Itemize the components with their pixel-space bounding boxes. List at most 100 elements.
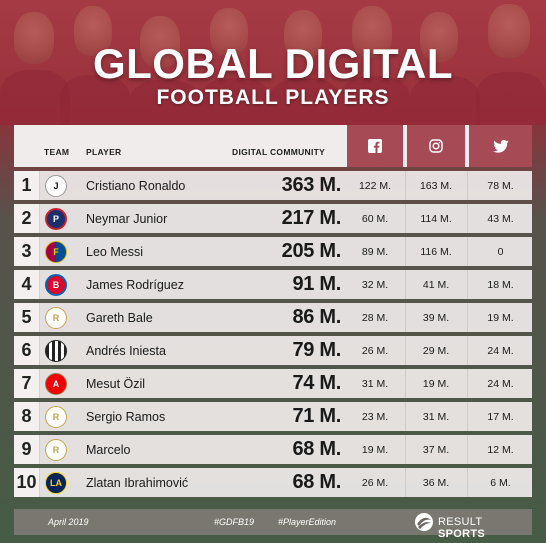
rank-number: 7 bbox=[14, 369, 40, 398]
facebook-followers: 60 M. bbox=[361, 212, 389, 225]
brand-name-bold: SPORTS bbox=[438, 528, 486, 540]
instagram-followers: 41 M. bbox=[422, 278, 450, 291]
column-divider bbox=[467, 171, 468, 200]
rank-number: 6 bbox=[14, 336, 40, 365]
footer-bar: April 2019 #GDFB19 #PlayerEdition RESULT… bbox=[14, 509, 532, 540]
player-name: Sergio Ramos bbox=[86, 410, 166, 424]
column-divider bbox=[405, 303, 406, 332]
column-divider bbox=[467, 204, 468, 233]
arsenal-crest-icon: A bbox=[45, 373, 67, 395]
table-row: 1 J Cristiano Ronaldo 363 M. 122 M. 163 M. 78 … bbox=[14, 171, 532, 200]
players-banner bbox=[0, 0, 546, 125]
digital-community-value: 68 M. bbox=[292, 471, 341, 493]
facebook-followers: 32 M. bbox=[361, 278, 389, 291]
twitter-followers: 6 M. bbox=[490, 476, 511, 489]
facebook-column-header bbox=[347, 125, 403, 167]
instagram-followers: 31 M. bbox=[422, 410, 450, 423]
title-block: GLOBAL DIGITAL FOOTBALL PLAYERS bbox=[0, 42, 546, 110]
facebook-icon bbox=[368, 139, 382, 153]
instagram-column-header bbox=[407, 125, 465, 167]
facebook-followers: 31 M. bbox=[361, 377, 389, 390]
player-column-header: PLAYER bbox=[86, 147, 122, 157]
column-divider bbox=[405, 402, 406, 431]
column-divider bbox=[467, 237, 468, 266]
page-subtitle: FOOTBALL PLAYERS bbox=[156, 86, 390, 109]
player-rows: 1 J Cristiano Ronaldo 363 M. 122 M. 163 M. 78 … bbox=[14, 171, 532, 501]
twitter-followers: 78 M. bbox=[487, 179, 514, 192]
table-row: 9 R Marcelo 68 M. 19 M. 37 M. 12 M. bbox=[14, 435, 532, 464]
facebook-followers: 26 M. bbox=[361, 476, 389, 489]
player-name: Mesut Özil bbox=[86, 377, 146, 391]
instagram-followers: 116 M. bbox=[420, 245, 452, 258]
player-name: Marcelo bbox=[86, 443, 131, 457]
player-name: Leo Messi bbox=[86, 245, 143, 259]
facebook-followers: 122 M. bbox=[358, 179, 392, 192]
instagram-followers: 114 M. bbox=[420, 212, 452, 225]
digital-community-value: 79 M. bbox=[292, 339, 341, 361]
table-row: 7 A Mesut Özil 74 M. 31 M. 19 M. 24 M. bbox=[14, 369, 532, 398]
facebook-followers: 19 M. bbox=[361, 443, 389, 456]
twitter-followers: 17 M. bbox=[487, 410, 514, 423]
table-row: 4 B James Rodríguez 91 M. 32 M. 41 M. 18 M. bbox=[14, 270, 532, 299]
facebook-followers: 23 M. bbox=[361, 410, 389, 423]
player-name: Gareth Bale bbox=[86, 311, 153, 325]
twitter-icon bbox=[492, 139, 509, 153]
rank-number: 5 bbox=[14, 303, 40, 332]
hashtag-gdfb19: #GDFB19 bbox=[214, 517, 255, 527]
rank-number: 1 bbox=[14, 171, 40, 200]
brand-name-light: RESULT bbox=[438, 516, 483, 528]
page-title: GLOBAL DIGITAL bbox=[92, 40, 454, 87]
instagram-followers: 39 M. bbox=[422, 311, 450, 324]
table-header: TEAM PLAYER DIGITAL COMMUNITY bbox=[14, 125, 532, 167]
player-name: Neymar Junior bbox=[86, 212, 168, 226]
digital-community-value: 71 M. bbox=[292, 405, 341, 427]
digital-community-value: 86 M. bbox=[292, 306, 341, 328]
facebook-followers: 26 M. bbox=[361, 344, 389, 357]
twitter-followers: 0 bbox=[497, 245, 504, 258]
psg-crest-icon: P bbox=[45, 208, 67, 230]
twitter-followers: 12 M. bbox=[487, 443, 514, 456]
column-divider bbox=[467, 435, 468, 464]
column-divider bbox=[467, 369, 468, 398]
digital-community-value: 68 M. bbox=[292, 438, 341, 460]
table-row: 8 R Sergio Ramos 71 M. 23 M. 31 M. 17 M. bbox=[14, 402, 532, 431]
instagram-followers: 19 M. bbox=[422, 377, 450, 390]
team-column-header: TEAM bbox=[44, 147, 70, 157]
column-divider bbox=[405, 171, 406, 200]
digital-community-column-header: DIGITAL COMMUNITY bbox=[232, 147, 326, 157]
player-name: James Rodríguez bbox=[86, 278, 184, 292]
digital-community-value: 363 M. bbox=[281, 174, 342, 196]
digital-community-value: 91 M. bbox=[292, 273, 341, 295]
rank-number: 8 bbox=[14, 402, 40, 431]
vissel-kobe-crest-icon bbox=[45, 340, 67, 362]
column-divider bbox=[467, 270, 468, 299]
table-row: 2 P Neymar Junior 217 M. 60 M. 114 M. 43 M. bbox=[14, 204, 532, 233]
brand-name: RESULT SPORTS bbox=[438, 516, 532, 540]
rank-number: 3 bbox=[14, 237, 40, 266]
twitter-followers: 18 M. bbox=[487, 278, 514, 291]
column-divider bbox=[405, 468, 406, 497]
instagram-icon bbox=[429, 139, 443, 153]
table-row: 10 LA Zlatan Ibrahimović 68 M. 26 M. 36 M. 6 M… bbox=[14, 468, 532, 497]
twitter-followers: 24 M. bbox=[487, 344, 514, 357]
rank-number: 9 bbox=[14, 435, 40, 464]
column-divider bbox=[467, 402, 468, 431]
real-madrid-crest-icon: R bbox=[45, 406, 67, 428]
bayern-crest-icon: B bbox=[45, 274, 67, 296]
barcelona-crest-icon: F bbox=[45, 241, 67, 263]
juventus-crest-icon: J bbox=[45, 175, 67, 197]
la-galaxy-crest-icon: LA bbox=[45, 472, 67, 494]
column-divider bbox=[405, 270, 406, 299]
table-row: 5 R Gareth Bale 86 M. 28 M. 39 M. 19 M. bbox=[14, 303, 532, 332]
instagram-followers: 163 M. bbox=[419, 179, 453, 192]
player-name: Cristiano Ronaldo bbox=[86, 179, 186, 193]
twitter-followers: 43 M. bbox=[487, 212, 514, 225]
real-madrid-crest-icon: R bbox=[45, 307, 67, 329]
column-divider bbox=[405, 336, 406, 365]
hashtag-player-edition: #PlayerEdition bbox=[278, 517, 337, 527]
digital-community-value: 217 M. bbox=[281, 207, 342, 229]
column-divider bbox=[405, 204, 406, 233]
digital-community-value: 205 M. bbox=[281, 240, 342, 262]
column-divider bbox=[405, 369, 406, 398]
